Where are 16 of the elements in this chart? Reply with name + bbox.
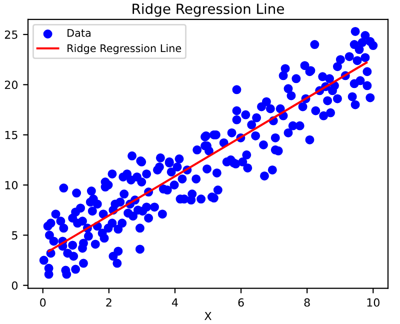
y-tick-label: 15 bbox=[5, 130, 18, 140]
y-tick-label: 20 bbox=[4, 80, 18, 90]
x-tick-label: 6 bbox=[238, 298, 244, 307]
x-tick-label: 10 bbox=[367, 298, 380, 307]
legend-label: Ridge Regression Line bbox=[68, 44, 182, 54]
y-tick-label: 25 bbox=[4, 30, 18, 39]
x-tick-label: 4 bbox=[172, 298, 178, 307]
y-tick-label: 10 bbox=[5, 180, 18, 190]
x-tick-label: 0 bbox=[40, 298, 46, 307]
x-axis-title: X bbox=[204, 312, 212, 320]
y-tick-label: 0 bbox=[12, 281, 18, 290]
x-tick-label: 8 bbox=[304, 298, 310, 307]
legend-label: Data bbox=[68, 29, 90, 37]
x-tick-label: 2 bbox=[106, 298, 112, 307]
chart-title: Ridge Regression Line bbox=[132, 3, 284, 17]
y-tick-label: 5 bbox=[12, 231, 18, 240]
